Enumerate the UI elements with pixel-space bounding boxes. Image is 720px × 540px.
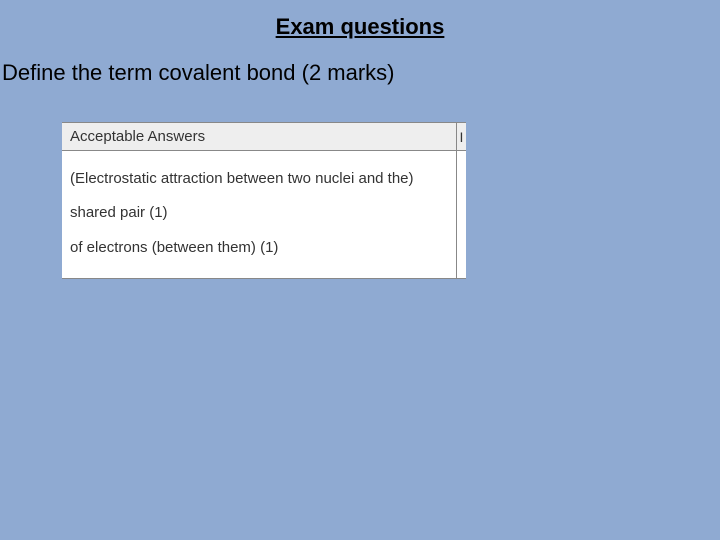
answer-header-label: Acceptable Answers bbox=[70, 128, 205, 145]
answer-table-header: Acceptable Answers I bbox=[62, 122, 466, 151]
answer-line: (Electrostatic attraction between two nu… bbox=[70, 169, 458, 189]
answer-line: shared pair (1) bbox=[70, 203, 458, 223]
page-title: Exam questions bbox=[0, 0, 720, 40]
exam-question: Define the term covalent bond (2 marks) bbox=[0, 40, 720, 86]
answer-table-body: (Electrostatic attraction between two nu… bbox=[62, 151, 466, 279]
answer-body-right-cell bbox=[456, 151, 466, 278]
answer-table: Acceptable Answers I (Electrostatic attr… bbox=[62, 122, 466, 279]
slide: Exam questions Define the term covalent … bbox=[0, 0, 720, 540]
answer-line: of electrons (between them) (1) bbox=[70, 238, 458, 258]
answer-header-right-cell: I bbox=[456, 123, 466, 150]
